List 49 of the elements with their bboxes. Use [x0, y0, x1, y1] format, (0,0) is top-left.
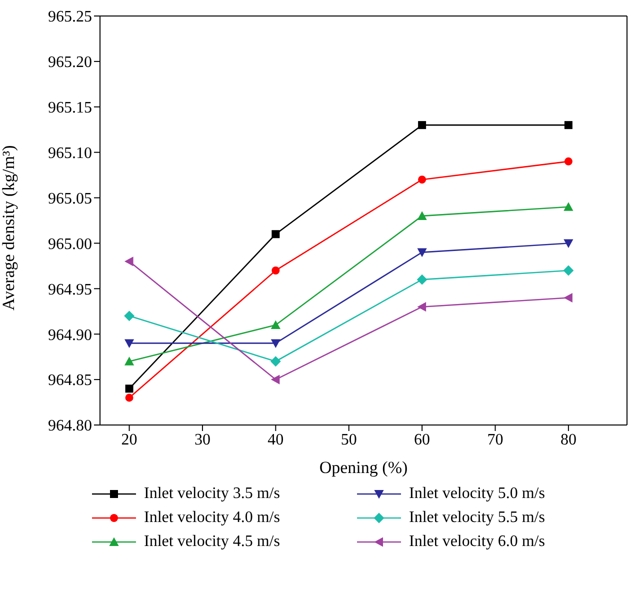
point [124, 310, 134, 322]
x-tick-label: 60 [414, 431, 430, 448]
legend-label: Inlet velocity 4.0 m/s [144, 509, 280, 527]
point [418, 121, 426, 130]
point [564, 121, 572, 130]
x-tick-label: 50 [340, 431, 357, 448]
point [270, 320, 280, 330]
x-axis-title: Opening (%) [319, 458, 408, 477]
point [417, 211, 427, 220]
legend-label: Inlet velocity 5.0 m/s [409, 485, 545, 503]
point [124, 256, 134, 266]
y-tick-label: 965.10 [48, 145, 92, 162]
point [563, 265, 574, 276]
legend-label: Inlet velocity 6.0 m/s [409, 533, 545, 551]
point [124, 356, 134, 366]
point [272, 266, 280, 274]
legend-label: Inlet velocity 3.5 m/s [144, 485, 280, 503]
legend-label: Inlet velocity 4.5 m/s [144, 533, 280, 551]
legend-label: Inlet velocity 5.5 m/s [409, 509, 545, 527]
y-tick-label: 964.80 [48, 418, 92, 435]
point [564, 202, 574, 211]
y-tick-label: 964.90 [48, 326, 92, 344]
y-tick-label: 965.20 [48, 54, 92, 72]
x-tick-label: 40 [268, 431, 284, 448]
point [564, 157, 572, 166]
point [418, 176, 426, 184]
y-tick-label: 965.25 [48, 8, 92, 26]
point [564, 292, 572, 303]
point [417, 248, 427, 258]
y-tick-label: 965.15 [48, 100, 92, 117]
x-tick-label: 30 [194, 431, 210, 448]
y-tick-label: 964.95 [48, 281, 92, 298]
y-tick-label: 965.00 [48, 236, 92, 253]
point [270, 374, 280, 384]
point [416, 274, 428, 285]
x-tick-label: 20 [121, 431, 138, 448]
point [270, 339, 280, 348]
point [124, 339, 134, 348]
point [270, 356, 281, 367]
x-tick-label: 70 [487, 431, 504, 448]
y-axis-title: Average density (kg/m³) [0, 145, 18, 310]
point [564, 239, 574, 248]
y-tick-label: 964.85 [48, 372, 92, 390]
point [272, 230, 280, 238]
point [125, 394, 134, 402]
point [417, 302, 426, 312]
point [125, 384, 134, 393]
x-tick-label: 80 [560, 431, 576, 448]
y-tick-label: 965.05 [48, 190, 92, 208]
